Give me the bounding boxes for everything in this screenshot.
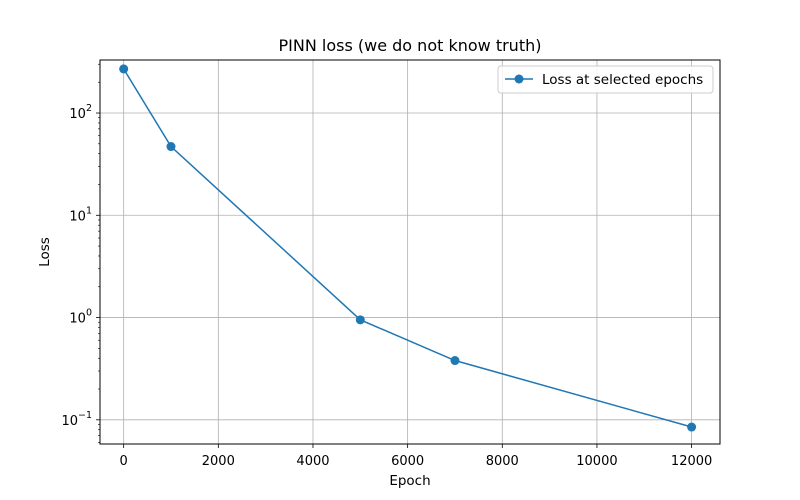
x-tick-label: 8000 <box>486 454 519 469</box>
legend: Loss at selected epochs <box>497 65 714 94</box>
tick-layer: 0 2000 4000 6000 8000 10000 12000 10−1 100 101 102 <box>61 103 712 469</box>
y-tick-label: 100 <box>69 308 92 327</box>
grid-layer <box>100 60 720 444</box>
legend-label: Loss at selected epochs <box>542 72 703 88</box>
data-point <box>166 142 176 152</box>
data-layer <box>119 64 697 432</box>
data-point <box>119 64 129 74</box>
x-tick-label: 4000 <box>296 454 329 469</box>
data-point <box>687 422 697 432</box>
y-tick-label: 101 <box>69 205 92 224</box>
y-tick-label: 102 <box>69 103 92 122</box>
legend-marker <box>514 74 524 84</box>
chart-title: PINN loss (we do not know truth) <box>279 36 542 55</box>
x-tick-label: 6000 <box>391 454 424 469</box>
y-axis-label: Loss <box>37 237 53 267</box>
data-point <box>355 315 365 325</box>
x-tick-label: 12000 <box>671 454 712 469</box>
x-tick-label: 2000 <box>202 454 235 469</box>
x-tick-label: 0 <box>120 454 128 469</box>
x-tick-label: 10000 <box>576 454 617 469</box>
y-tick-label: 10−1 <box>61 410 92 429</box>
data-point <box>450 356 460 366</box>
plot-frame <box>99 59 721 445</box>
legend-box <box>497 65 714 94</box>
x-axis-label: Epoch <box>389 473 430 489</box>
